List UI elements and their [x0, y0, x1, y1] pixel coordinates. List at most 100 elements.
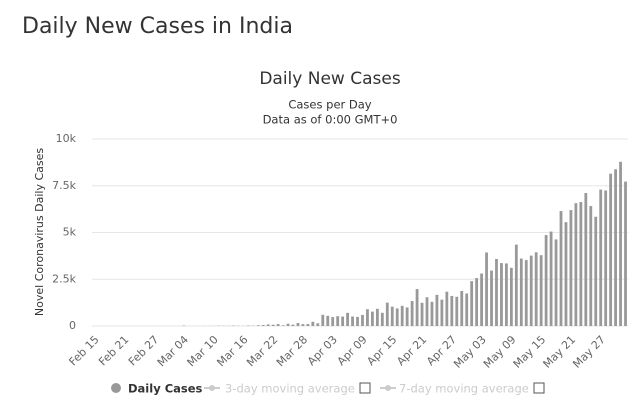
- bar: [485, 252, 488, 326]
- bar: [306, 324, 310, 326]
- bar: [544, 235, 548, 326]
- bar: [321, 314, 325, 326]
- bar: [390, 306, 394, 326]
- bar: [336, 316, 340, 326]
- bar: [311, 321, 315, 326]
- bar: [346, 312, 349, 326]
- legend-marker: [209, 385, 215, 391]
- bar: [465, 293, 469, 326]
- bar: [281, 325, 285, 326]
- bar: [539, 255, 543, 326]
- bar: [301, 324, 305, 326]
- bar: [534, 252, 538, 326]
- chart-title: Daily New Cases: [259, 69, 401, 89]
- bar: [524, 260, 528, 326]
- y-axis-title: Novel Coronavirus Daily Cases: [33, 148, 46, 316]
- x-tick-label: Mar 22: [244, 333, 280, 369]
- bar: [261, 325, 265, 326]
- bar: [256, 325, 260, 326]
- legend-label[interactable]: Daily Cases: [128, 382, 203, 396]
- bar: [286, 323, 290, 326]
- bar: [604, 190, 608, 326]
- y-tick-label: 5k: [63, 226, 77, 239]
- bar: [470, 281, 474, 326]
- checkbox[interactable]: [533, 382, 545, 394]
- bar: [405, 307, 409, 326]
- bar: [425, 297, 429, 326]
- bar: [495, 258, 498, 326]
- checkbox[interactable]: [359, 382, 371, 394]
- x-tick-label: Feb 15: [66, 333, 101, 368]
- legend-label[interactable]: 3-day moving average: [225, 382, 355, 396]
- y-tick-label: 7.5k: [52, 179, 76, 192]
- bar: [445, 291, 449, 326]
- legend-marker: [111, 383, 121, 393]
- bar: [564, 222, 568, 326]
- bar: [271, 324, 275, 326]
- bar: [609, 173, 613, 326]
- bar: [430, 301, 434, 326]
- bar: [296, 323, 300, 326]
- y-tick-label: 2.5k: [52, 272, 76, 285]
- bar: [385, 302, 389, 326]
- bar: [366, 309, 369, 326]
- bar: [371, 311, 374, 326]
- x-tick-label: Apr 09: [335, 333, 370, 368]
- x-tick-label: Mar 16: [214, 333, 250, 369]
- bar: [375, 308, 379, 326]
- bar: [559, 211, 563, 326]
- bar: [514, 244, 518, 326]
- bar: [624, 181, 627, 326]
- bar: [490, 270, 493, 326]
- bar: [475, 278, 479, 326]
- y-tick-label: 10k: [56, 132, 77, 145]
- x-tick-label: Mar 10: [185, 333, 221, 369]
- bar: [500, 263, 503, 326]
- chart-subtitle: Data as of 0:00 GMT+0: [263, 113, 398, 127]
- bar: [276, 324, 280, 326]
- x-tick-label: Feb 21: [96, 333, 131, 368]
- bar: [455, 296, 459, 326]
- bar: [415, 289, 419, 326]
- bar: [529, 255, 533, 326]
- bar: [589, 206, 593, 326]
- bar: [266, 324, 270, 326]
- x-tick-label: Apr 15: [364, 333, 399, 368]
- x-tick-label: Apr 03: [305, 333, 340, 368]
- bar: [380, 312, 384, 326]
- bar: [554, 239, 558, 326]
- bar: [291, 324, 295, 326]
- x-tick-label: Feb 27: [126, 333, 161, 368]
- bar: [356, 316, 359, 326]
- bar: [331, 317, 335, 326]
- bar: [361, 314, 364, 326]
- bar: [480, 273, 483, 326]
- bar: [440, 299, 444, 326]
- x-tick-label: May 27: [570, 333, 608, 371]
- x-tick-label: Apr 21: [394, 333, 429, 368]
- bar: [410, 301, 414, 326]
- bar: [614, 169, 617, 326]
- legend: Daily Cases 3-day moving average 7-day m…: [111, 382, 545, 396]
- bar: [420, 302, 424, 326]
- bar: [509, 267, 513, 326]
- chart-subtitle: Cases per Day: [288, 98, 371, 112]
- legend-label[interactable]: 7-day moving average: [399, 382, 529, 396]
- bar: [326, 315, 330, 326]
- bar: [584, 192, 588, 326]
- bar: [351, 316, 354, 326]
- bar: [460, 290, 464, 326]
- bar: [569, 210, 573, 326]
- bar: [435, 294, 439, 326]
- bar: [594, 216, 598, 326]
- bar: [519, 258, 523, 326]
- bar: [579, 202, 583, 326]
- y-tick-label: 0: [69, 319, 76, 332]
- bar: [574, 203, 578, 326]
- bar: [549, 231, 553, 326]
- x-tick-label: Mar 04: [155, 333, 191, 369]
- x-tick-label: Mar 28: [274, 333, 310, 369]
- bar: [395, 308, 399, 326]
- bar: [505, 263, 508, 326]
